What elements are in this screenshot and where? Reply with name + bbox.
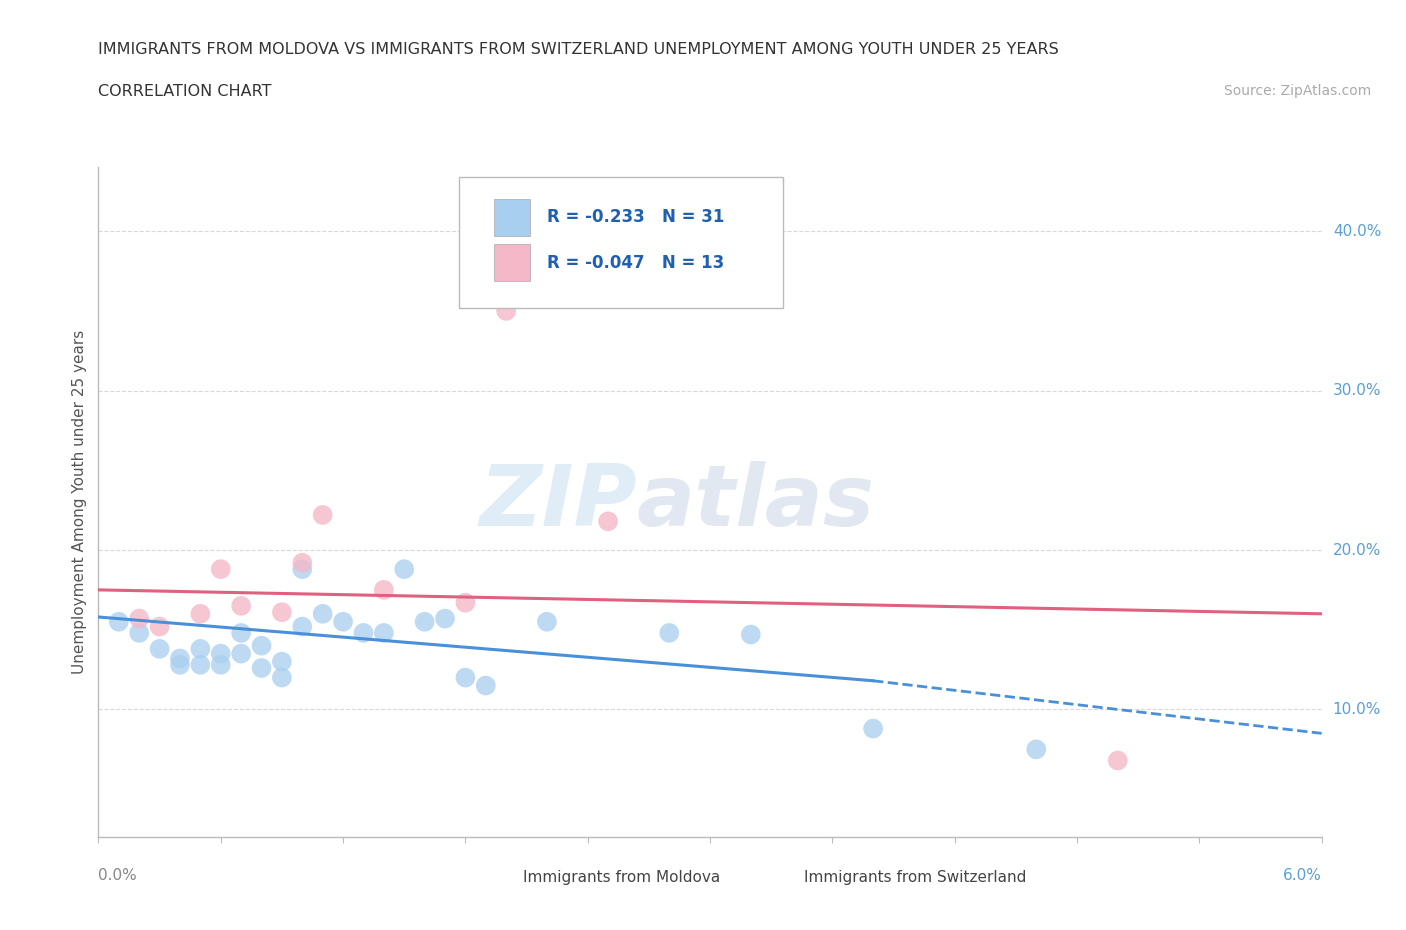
Point <box>373 626 395 641</box>
Text: 20.0%: 20.0% <box>1333 542 1381 557</box>
Point <box>862 721 884 736</box>
Point <box>454 595 477 610</box>
Point <box>433 611 456 626</box>
Point <box>209 646 232 661</box>
Point <box>474 678 498 693</box>
Text: 0.0%: 0.0% <box>98 868 138 883</box>
Point <box>454 671 477 685</box>
FancyBboxPatch shape <box>494 199 530 235</box>
Point <box>291 555 314 570</box>
FancyBboxPatch shape <box>494 245 530 281</box>
Text: 40.0%: 40.0% <box>1333 224 1381 239</box>
Point <box>188 642 212 657</box>
Point <box>169 658 191 672</box>
Point <box>209 658 232 672</box>
Point <box>291 619 314 634</box>
Point <box>270 604 292 619</box>
Point <box>413 615 436 630</box>
Text: 30.0%: 30.0% <box>1333 383 1381 398</box>
Point <box>311 508 335 523</box>
Point <box>128 626 150 641</box>
FancyBboxPatch shape <box>460 178 783 308</box>
Text: 6.0%: 6.0% <box>1282 868 1322 883</box>
Point <box>270 671 292 685</box>
Text: atlas: atlas <box>637 460 875 544</box>
Text: 10.0%: 10.0% <box>1333 702 1381 717</box>
Point <box>332 615 354 630</box>
Point <box>231 646 253 661</box>
Point <box>188 606 212 621</box>
Point <box>1107 753 1129 768</box>
Point <box>149 619 172 634</box>
Point <box>392 562 416 577</box>
Point <box>108 615 131 630</box>
Point <box>598 514 620 529</box>
Point <box>495 303 517 318</box>
Point <box>169 651 191 666</box>
Point <box>658 626 681 641</box>
Text: Source: ZipAtlas.com: Source: ZipAtlas.com <box>1223 84 1371 98</box>
Point <box>373 582 395 597</box>
Point <box>740 627 762 642</box>
FancyBboxPatch shape <box>484 865 510 891</box>
Point <box>291 562 314 577</box>
Point <box>231 598 253 613</box>
Text: CORRELATION CHART: CORRELATION CHART <box>98 84 271 99</box>
Point <box>128 611 150 626</box>
Text: IMMIGRANTS FROM MOLDOVA VS IMMIGRANTS FROM SWITZERLAND UNEMPLOYMENT AMONG YOUTH : IMMIGRANTS FROM MOLDOVA VS IMMIGRANTS FR… <box>98 42 1059 57</box>
Point <box>352 626 374 641</box>
Point <box>270 654 292 669</box>
Point <box>149 642 172 657</box>
Point <box>188 658 212 672</box>
Text: R = -0.047   N = 13: R = -0.047 N = 13 <box>547 254 724 272</box>
Text: R = -0.233   N = 31: R = -0.233 N = 31 <box>547 208 724 226</box>
FancyBboxPatch shape <box>765 865 792 891</box>
Point <box>536 615 558 630</box>
Point <box>1025 742 1047 757</box>
Point <box>250 660 273 675</box>
Point <box>311 606 335 621</box>
Point <box>209 562 232 577</box>
Point <box>231 626 253 641</box>
Point <box>250 638 273 653</box>
Text: Immigrants from Moldova: Immigrants from Moldova <box>523 870 720 885</box>
Y-axis label: Unemployment Among Youth under 25 years: Unemployment Among Youth under 25 years <box>72 330 87 674</box>
Text: ZIP: ZIP <box>479 460 637 544</box>
Text: Immigrants from Switzerland: Immigrants from Switzerland <box>804 870 1026 885</box>
